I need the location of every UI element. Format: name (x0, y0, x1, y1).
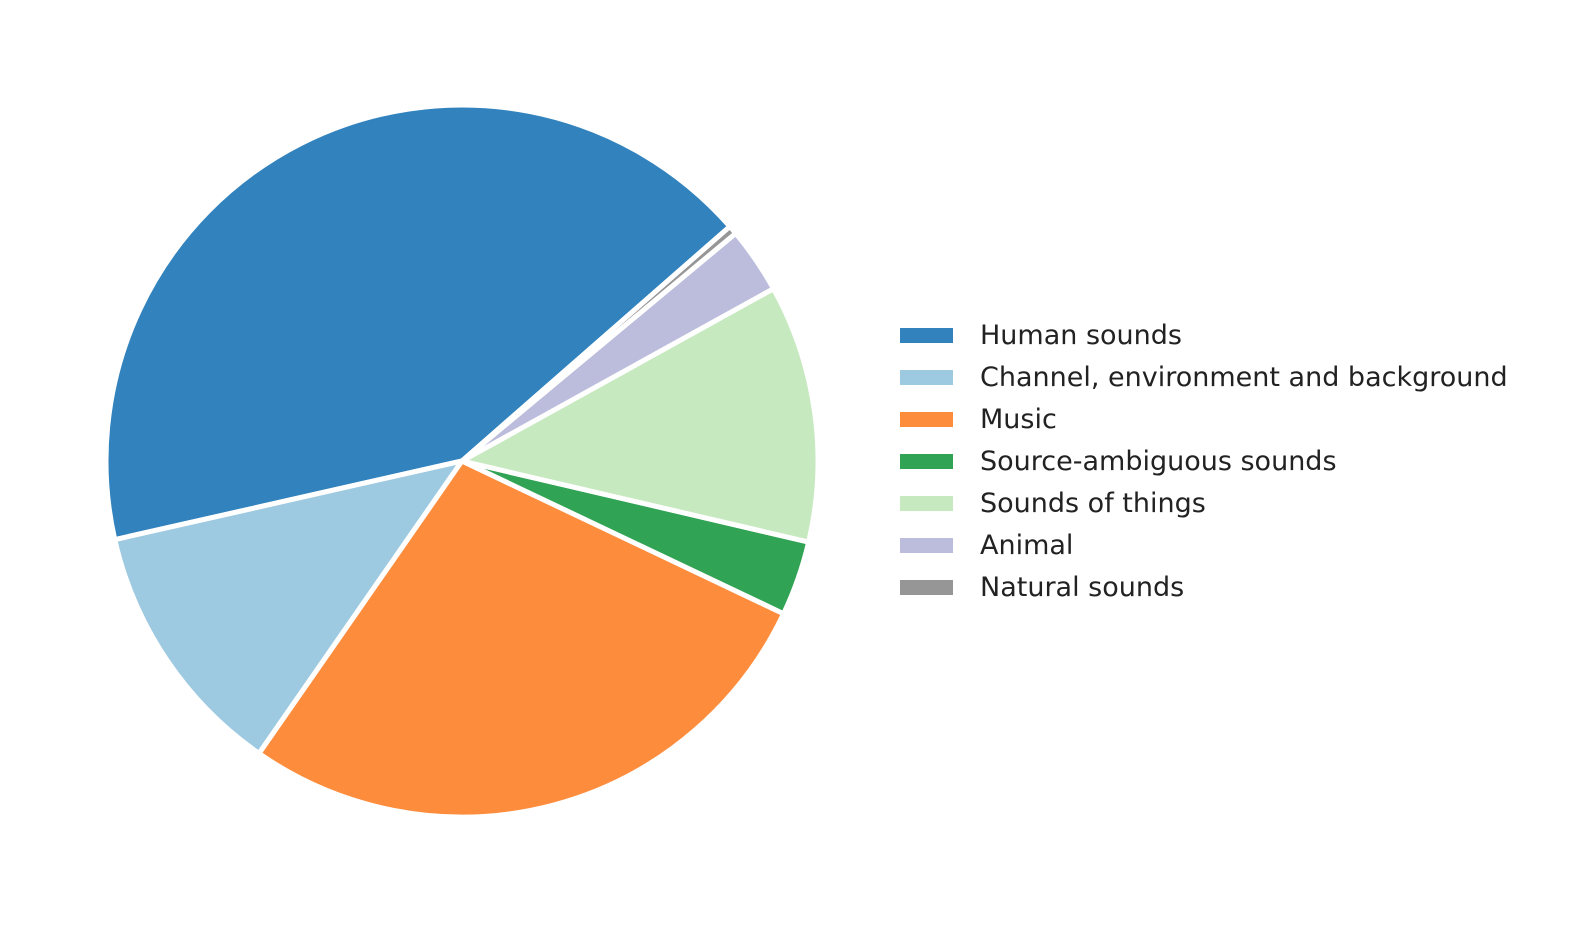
pie-slice-human-sounds (103, 102, 733, 543)
pie-slice-natural-sounds (459, 224, 739, 464)
legend-item-music: Music (900, 398, 1508, 440)
legend-label: Natural sounds (980, 571, 1185, 603)
legend-label: Channel, environment and background (980, 361, 1508, 393)
pie-chart (103, 102, 821, 820)
legend-item-human-sounds: Human sounds (900, 314, 1508, 356)
legend-label: Source-ambiguous sounds (980, 445, 1337, 477)
legend-swatch (900, 537, 953, 553)
legend-swatch (900, 411, 953, 427)
legend-swatch (900, 369, 953, 385)
legend-swatch (900, 453, 953, 469)
legend-label: Music (980, 403, 1057, 435)
legend-item-sounds-of-things: Sounds of things (900, 482, 1508, 524)
legend-label: Sounds of things (980, 487, 1206, 519)
pie-slice-music (256, 458, 787, 820)
legend-swatch (900, 495, 953, 511)
legend-item-source-ambiguous-sounds: Source-ambiguous sounds (900, 440, 1508, 482)
legend-item-natural-sounds: Natural sounds (900, 566, 1508, 608)
legend-swatch (900, 327, 953, 343)
pie-slice-sounds-of-things (459, 286, 821, 545)
legend-item-channel-environment-background: Channel, environment and background (900, 356, 1508, 398)
chart-legend: Human sounds Channel, environment and ba… (900, 314, 1508, 608)
legend-label: Human sounds (980, 319, 1182, 351)
pie-slice-channel-environment-and-background (112, 458, 465, 756)
legend-swatch (900, 579, 953, 595)
legend-item-animal: Animal (900, 524, 1508, 566)
legend-label: Animal (980, 529, 1074, 561)
